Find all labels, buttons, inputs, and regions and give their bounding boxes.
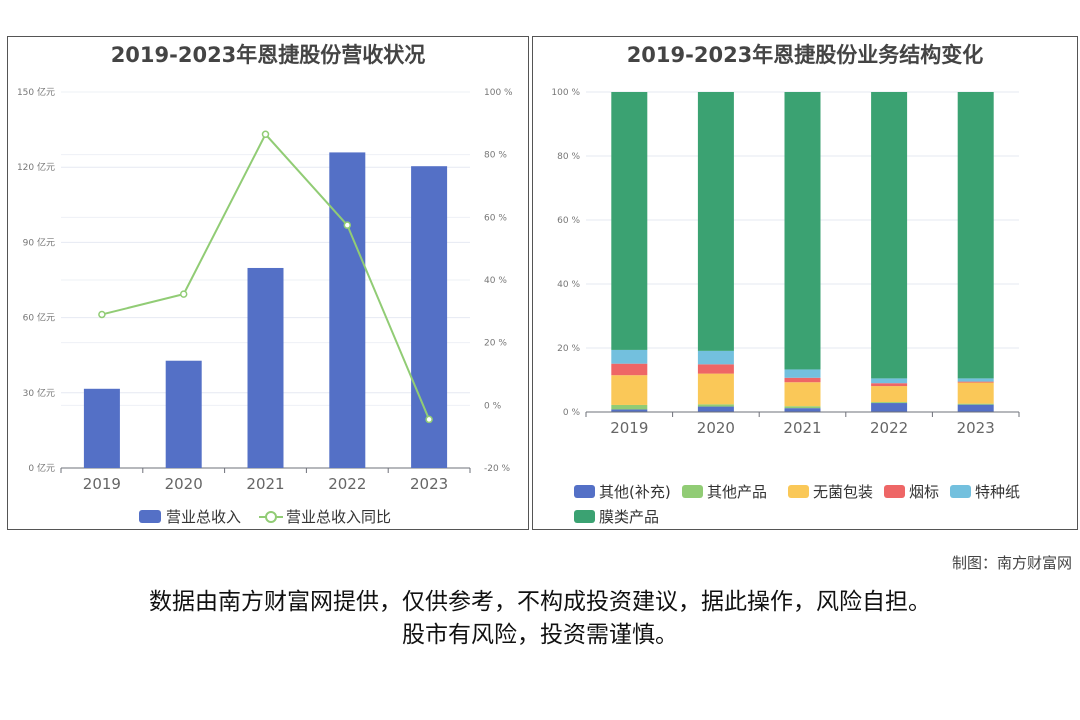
stacked-segment — [871, 402, 908, 404]
x-tick-label: 2022 — [870, 419, 908, 437]
structure-chart-panel: 0 % 20 % 40 % 60 % 80 % 100 % 2019 2020 2021 2022… — [532, 36, 1078, 530]
legend-label: 其他产品 — [707, 483, 767, 501]
x-tick-label: 2021 — [246, 475, 284, 493]
legend-swatch — [950, 485, 971, 498]
stacked-segment — [697, 406, 734, 412]
legend-label: 其他(补充) — [599, 483, 671, 501]
x-tick-label: 2021 — [783, 419, 821, 437]
disclaimer-line-1: 数据由南方财富网提供，仅供参考，不构成投资建议，据此操作，风险自担。 — [149, 589, 931, 615]
y-tick-label: 20 % — [557, 344, 580, 354]
legend-label: 膜类产品 — [599, 508, 659, 526]
stacked-segment — [784, 377, 821, 383]
y-tick-label: 60 % — [557, 216, 580, 226]
y-left-tick-label: 150 亿元 — [17, 86, 55, 98]
stacked-segment — [871, 386, 908, 403]
legend-swatch — [682, 485, 703, 498]
x-tick-label: 2023 — [410, 475, 448, 493]
legend-swatch — [574, 510, 595, 523]
legend-swatch-yoy-marker — [265, 511, 277, 523]
stacked-segment — [957, 92, 994, 379]
legend-swatch — [574, 485, 595, 498]
y-right-tick-label: -20 % — [484, 464, 511, 474]
stacked-segment — [784, 406, 821, 409]
stacked-segment — [784, 408, 821, 412]
legend-swatch — [788, 485, 809, 498]
chart-credit: 制图：南方财富网 — [951, 554, 1072, 572]
x-tick-label: 2022 — [328, 475, 366, 493]
stacked-segment — [957, 378, 994, 382]
legend-label: 特种纸 — [975, 483, 1020, 501]
bar-revenue — [329, 152, 366, 468]
stacked-segment — [871, 378, 908, 384]
stacked-segment — [611, 375, 648, 405]
legend-label-yoy: 营业总收入同比 — [286, 508, 391, 526]
stacked-segment — [611, 363, 648, 376]
point-revenue-yoy — [98, 310, 106, 319]
disclaimer-line-2: 股市有风险，投资需谨慎。 — [402, 622, 678, 648]
y-tick-label: 80 % — [557, 152, 580, 162]
revenue-chart-panel: 0 亿元 30 亿元 60 亿元 90 亿元 120 亿元 150 亿元 -20 % 0 % 2… — [7, 36, 529, 530]
y-right-tick-label: 20 % — [484, 339, 507, 349]
stacked-segment — [784, 92, 821, 370]
stacked-segment — [784, 369, 821, 378]
legend-label: 烟标 — [909, 483, 939, 501]
stacked-segment — [697, 404, 734, 407]
bar-revenue — [247, 267, 284, 468]
legend-swatch — [884, 485, 905, 498]
stacked-segment — [611, 92, 648, 350]
bar-revenue — [83, 388, 120, 468]
x-tick-label: 2023 — [957, 419, 995, 437]
stacked-segment — [611, 409, 648, 412]
y-right-tick-label: 0 % — [484, 401, 502, 411]
y-tick-label: 100 % — [551, 88, 580, 98]
stacked-segment — [697, 350, 734, 365]
stacked-segment — [784, 382, 821, 407]
y-left-tick-label: 60 亿元 — [23, 312, 55, 324]
x-tick-label: 2020 — [165, 475, 203, 493]
y-tick-label: 40 % — [557, 280, 580, 290]
point-revenue-yoy — [425, 415, 433, 424]
stacked-segment — [871, 403, 908, 412]
chart-title: 2019-2023年恩捷股份业务结构变化 — [626, 43, 984, 67]
stacked-segment — [697, 92, 734, 351]
legend-swatch-revenue — [139, 510, 161, 523]
structure-chart: 0 % 20 % 40 % 60 % 80 % 100 % 2019 2020 2021 2022… — [551, 88, 1020, 526]
y-right-tick-label: 40 % — [484, 276, 507, 286]
y-right-tick-label: 60 % — [484, 213, 507, 223]
stacked-segment — [871, 92, 908, 379]
y-tick-label: 0 % — [563, 408, 581, 418]
y-left-tick-label: 30 亿元 — [23, 387, 55, 399]
y-right-tick-label: 100 % — [484, 88, 513, 98]
y-left-tick-label: 90 亿元 — [23, 236, 55, 248]
stacked-segment — [957, 404, 994, 412]
stacked-segment — [957, 403, 994, 405]
x-tick-label: 2019 — [610, 419, 648, 437]
chart-title: 2019-2023年恩捷股份营收状况 — [110, 43, 426, 67]
point-revenue-yoy — [261, 130, 270, 139]
stacked-segment — [957, 382, 994, 404]
stacked-segment — [697, 364, 734, 374]
x-tick-label: 2020 — [697, 419, 735, 437]
stacked-segment — [697, 373, 734, 405]
revenue-chart: 0 亿元 30 亿元 60 亿元 90 亿元 120 亿元 150 亿元 -20 % 0 % 2… — [17, 86, 513, 526]
y-right-tick-label: 80 % — [484, 151, 507, 161]
y-left-tick-label: 0 亿元 — [28, 462, 55, 474]
legend-label: 无菌包装 — [813, 483, 873, 501]
stacked-segment — [957, 381, 994, 383]
point-revenue-yoy — [179, 290, 188, 298]
point-revenue-yoy — [343, 221, 352, 229]
legend-label-revenue: 营业总收入 — [166, 508, 241, 526]
stacked-segment — [611, 349, 648, 364]
x-tick-label: 2019 — [83, 475, 121, 493]
y-left-tick-label: 120 亿元 — [17, 161, 55, 173]
bar-revenue — [165, 360, 202, 468]
stacked-segment — [871, 383, 908, 387]
stacked-segment — [611, 404, 648, 410]
